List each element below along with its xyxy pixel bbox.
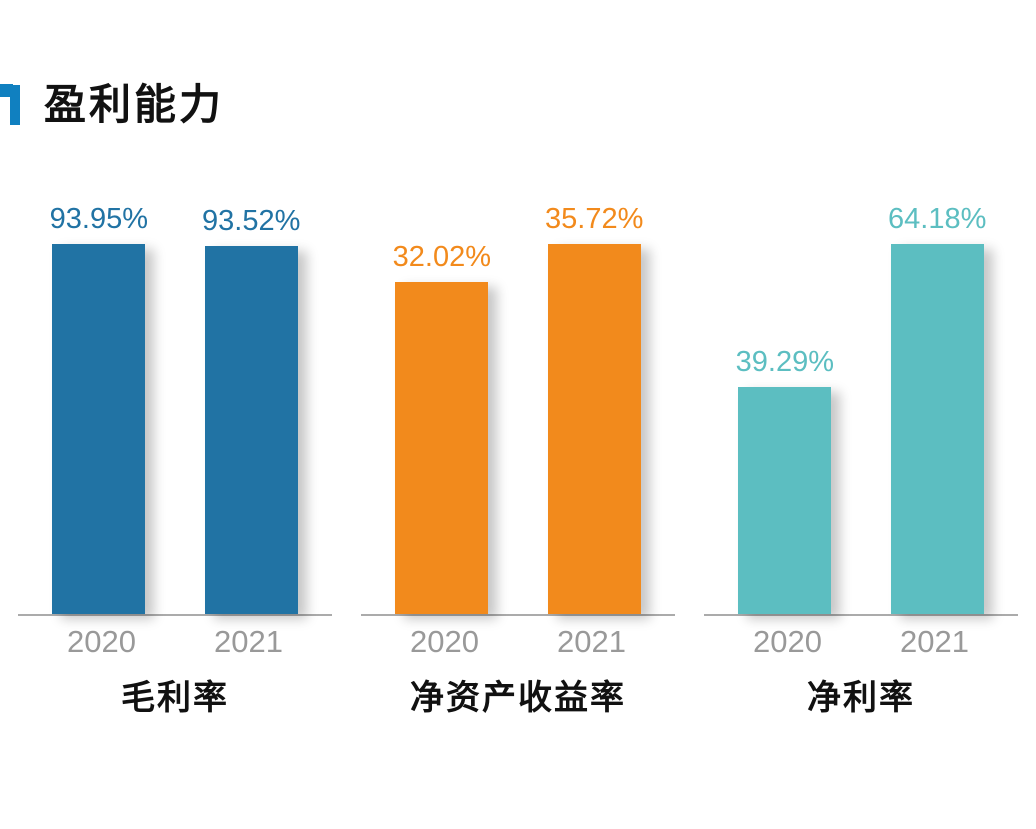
group-label: 净资产收益率 xyxy=(410,679,626,717)
year-label: 2020 xyxy=(753,624,822,659)
plot-area: 32.02% 35.72% xyxy=(361,182,675,616)
bar-column: 35.72% xyxy=(545,203,643,614)
bar xyxy=(204,246,298,614)
chart-group: 39.29% 64.18% 2020 2021 净利率 xyxy=(704,182,1018,719)
bar-value-label: 32.02% xyxy=(392,241,491,273)
bar xyxy=(738,387,832,614)
bar-value-label: 39.29% xyxy=(735,346,834,378)
bar-column: 64.18% xyxy=(888,203,986,614)
bar-column: 32.02% xyxy=(393,241,491,614)
title-row: 盈利能力 xyxy=(10,84,1036,126)
bar-column: 39.29% xyxy=(736,346,834,614)
year-label: 2020 xyxy=(410,624,479,659)
year-label: 2021 xyxy=(214,624,283,659)
year-row: 2020 2021 xyxy=(361,624,675,660)
year-label: 2021 xyxy=(900,624,969,659)
bar xyxy=(52,244,146,614)
plot-area: 93.95% 93.52% xyxy=(18,182,332,616)
chart-groups: 93.95% 93.52% 2020 2021 毛利率 32.02% 35.72… xyxy=(0,182,1036,719)
bar-value-label: 64.18% xyxy=(888,203,987,235)
year-row: 2020 2021 xyxy=(18,624,332,660)
group-label: 净利率 xyxy=(807,679,915,717)
plot-area: 39.29% 64.18% xyxy=(704,182,1018,616)
year-row: 2020 2021 xyxy=(704,624,1018,660)
page-title: 盈利能力 xyxy=(44,81,225,128)
bar xyxy=(395,282,489,614)
chart-group: 32.02% 35.72% 2020 2021 净资产收益率 xyxy=(361,182,675,719)
bar-value-label: 93.52% xyxy=(202,205,301,237)
bar-column: 93.95% xyxy=(50,203,148,614)
bar xyxy=(890,244,984,614)
title-accent-bar xyxy=(10,85,20,125)
bar xyxy=(547,244,641,614)
year-label: 2021 xyxy=(557,624,626,659)
year-label: 2020 xyxy=(67,624,136,659)
chart-group: 93.95% 93.52% 2020 2021 毛利率 xyxy=(18,182,332,719)
group-label: 毛利率 xyxy=(121,679,229,717)
bar-column: 93.52% xyxy=(202,205,300,614)
bar-value-label: 93.95% xyxy=(49,203,148,235)
bar-value-label: 35.72% xyxy=(545,203,644,235)
corner-mark xyxy=(0,84,13,97)
